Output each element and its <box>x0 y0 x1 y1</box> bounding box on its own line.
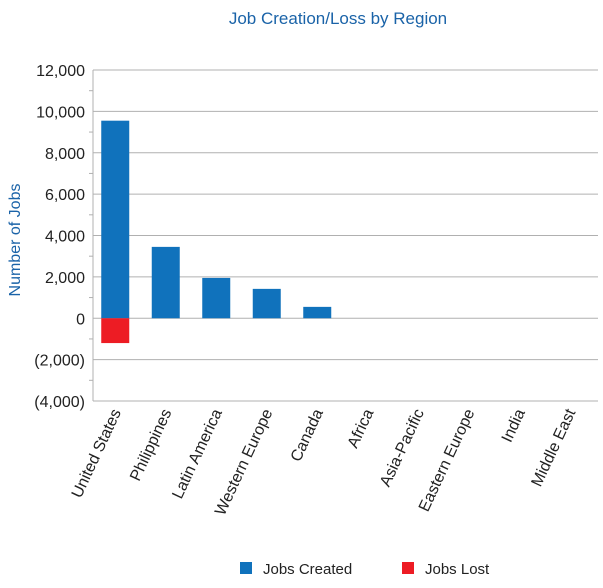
bar-jobs-created <box>303 306 332 319</box>
x-tick-label: Middle East <box>529 406 580 489</box>
x-tick-label: Latin America <box>170 406 226 501</box>
bar-jobs-created <box>252 288 281 319</box>
y-tick-label: 6,000 <box>45 187 85 204</box>
y-tick-label: 2,000 <box>45 270 85 287</box>
x-tick-label: Canada <box>288 406 327 464</box>
legend-swatch <box>240 562 252 574</box>
x-tick-label: India <box>499 406 529 445</box>
y-axis-label: Number of Jobs <box>7 184 24 297</box>
x-tick-label: Western Europe <box>212 406 276 518</box>
bar-jobs-lost <box>101 318 130 344</box>
x-tick-label: Africa <box>345 406 378 450</box>
legend: Jobs Created Jobs Lost <box>240 561 490 578</box>
x-tick-label: United States <box>69 407 125 501</box>
y-tick-label: (4,000) <box>34 394 85 411</box>
bar-jobs-created <box>101 120 130 319</box>
x-tick-label: Asia-Pacific <box>377 407 428 490</box>
bars <box>101 120 332 344</box>
gridlines <box>89 69 598 402</box>
y-tick-label: 8,000 <box>45 146 85 163</box>
x-tick-label: Philippines <box>127 407 175 484</box>
bar-jobs-created <box>151 246 180 319</box>
y-axis-ticks: 12,000 10,000 8,000 6,000 4,000 2,000 0 (2,000)… <box>34 63 85 411</box>
x-tick-label: Eastern Europe <box>416 406 478 514</box>
bar-jobs-created <box>202 277 231 319</box>
y-tick-label: 4,000 <box>45 229 85 246</box>
y-tick-label: 12,000 <box>36 63 85 80</box>
y-tick-label: 10,000 <box>36 104 85 121</box>
legend-swatch <box>402 562 414 574</box>
legend-label: Jobs Created <box>263 561 352 578</box>
y-tick-label: (2,000) <box>34 353 85 370</box>
y-tick-label: 0 <box>76 311 85 328</box>
chart-title: Job Creation/Loss by Region <box>229 9 447 28</box>
legend-label: Jobs Lost <box>425 561 490 578</box>
